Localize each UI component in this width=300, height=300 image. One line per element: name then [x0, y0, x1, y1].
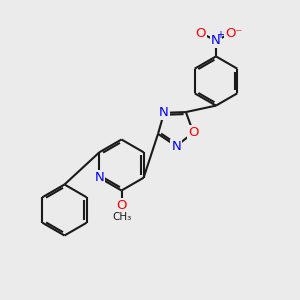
Text: O: O: [196, 26, 206, 40]
Text: N: N: [94, 171, 104, 184]
Text: O: O: [116, 199, 127, 212]
Text: CH₃: CH₃: [112, 212, 132, 222]
Text: N: N: [171, 140, 181, 153]
Text: N: N: [211, 34, 221, 47]
Text: N: N: [159, 106, 169, 119]
Text: +: +: [216, 30, 224, 40]
Text: O⁻: O⁻: [225, 26, 243, 40]
Text: O: O: [188, 126, 199, 139]
